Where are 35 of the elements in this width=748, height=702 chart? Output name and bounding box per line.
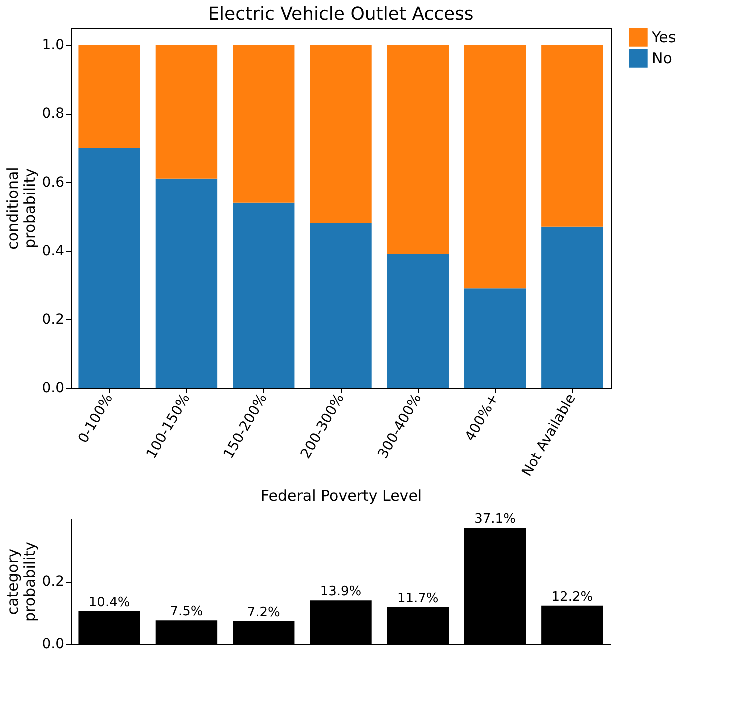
bar [310,45,372,224]
y-tick-label: 0.6 [42,174,65,191]
bar [542,226,604,388]
bar [78,148,140,388]
y-axis-title: category probability [4,542,40,622]
bar [233,45,295,203]
bar [542,45,604,227]
legend-label: Yes [651,28,676,46]
y-tick-label: 0.4 [42,243,65,260]
y-axis-title: conditional probability [4,167,40,250]
chart-title: Electric Vehicle Outlet Access [208,4,474,25]
y-tick-label: 1.0 [42,38,64,54]
data-label: 11.7% [397,591,439,606]
y-tick-label: 0.0 [42,380,64,396]
data-label: 12.2% [552,590,594,605]
bar [156,178,218,388]
data-label: 7.5% [170,604,204,620]
y-tick-label: 0.0 [42,636,64,652]
data-label: 37.1% [474,512,516,528]
bar [464,45,526,289]
bar [156,45,218,179]
y-tick-label: 0.2 [42,312,64,328]
bar [464,288,526,388]
x-axis-title: Federal Poverty Level [260,486,422,505]
bar [233,202,295,388]
y-tick-label: 0.2 [42,574,64,590]
data-label: 10.4% [88,596,130,610]
data-label: 7.2% [247,606,280,620]
bar [310,223,372,388]
y-tick-label: 0.8 [42,106,64,122]
data-label: 13.9% [320,584,362,600]
bar [387,45,449,254]
bar [387,254,449,388]
bar [78,45,140,148]
legend-label: No [652,50,672,68]
